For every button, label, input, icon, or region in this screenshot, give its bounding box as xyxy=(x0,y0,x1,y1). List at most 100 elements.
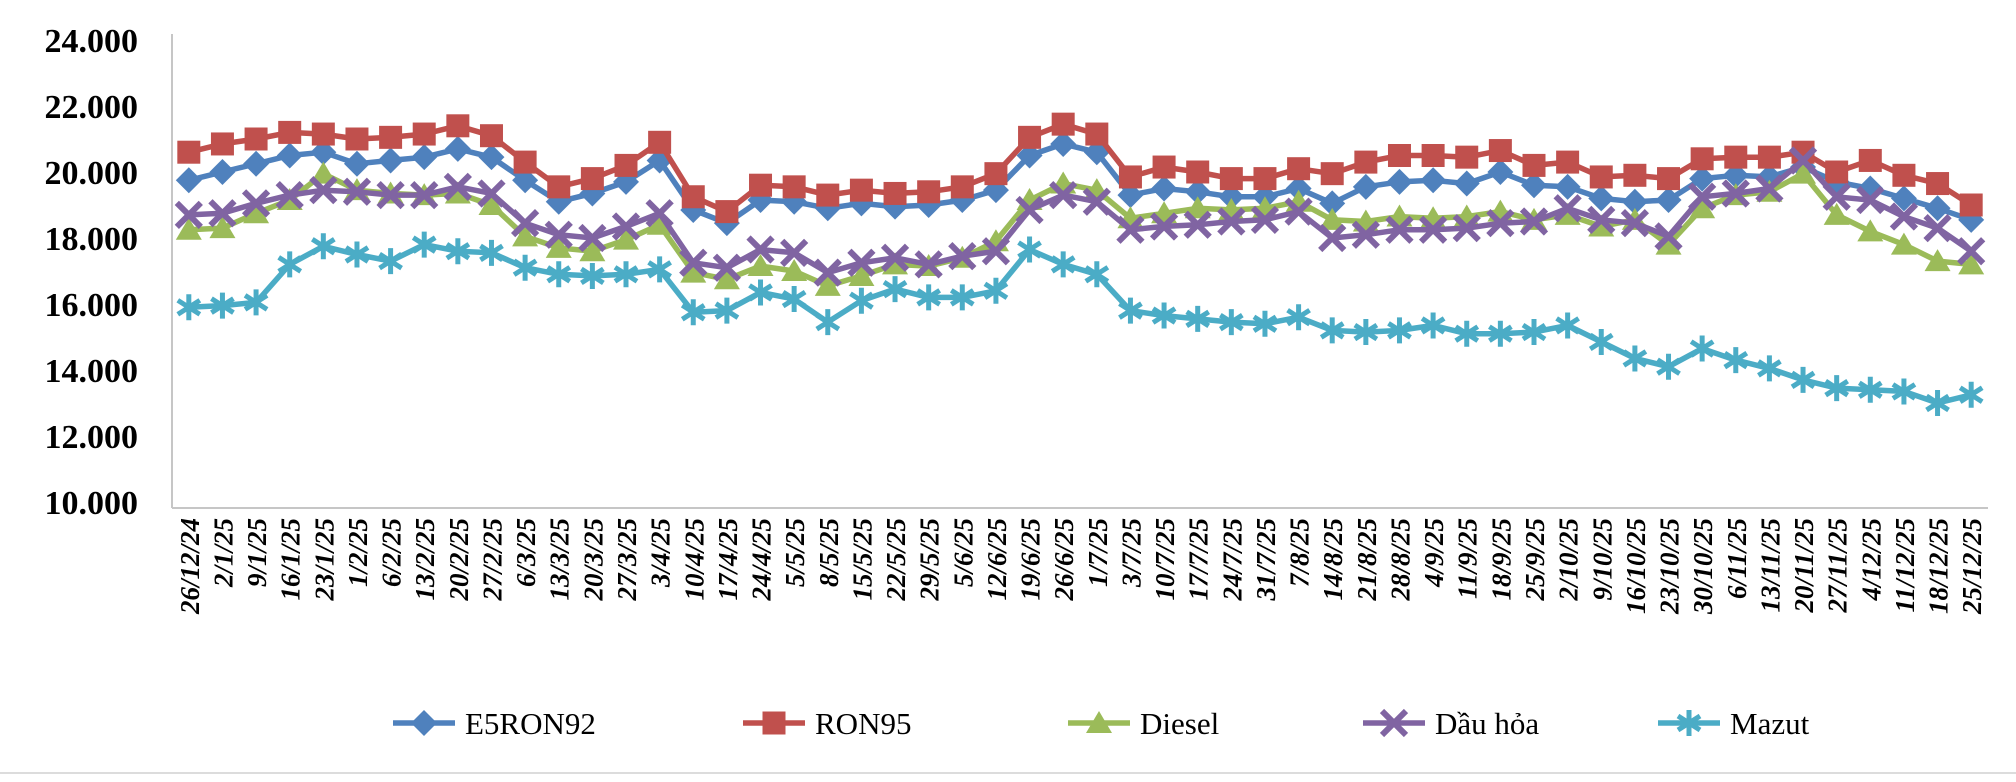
series-marker-ron95 xyxy=(1320,162,1344,186)
series-marker-diesel xyxy=(781,259,808,281)
series-marker-diesel xyxy=(243,201,270,224)
series-marker-ron95 xyxy=(1085,122,1109,146)
x-axis-tick-label: 4/12/25 xyxy=(1856,518,1886,602)
x-axis-tick-label: 4/9/25 xyxy=(1419,518,1449,588)
series-marker-diesel xyxy=(1184,196,1211,219)
legend-label-mazut: Mazut xyxy=(1730,706,1810,741)
x-axis-tick-label: 13/11/25 xyxy=(1755,518,1785,613)
series-marker-e5ron92 xyxy=(1521,172,1547,199)
series-marker-d-u-h-a xyxy=(1654,222,1683,251)
series-marker-e5ron92 xyxy=(512,167,539,194)
series-marker-diesel xyxy=(1689,196,1716,219)
series-marker-e5ron92 xyxy=(1319,190,1346,217)
series-marker-d-u-h-a xyxy=(1385,215,1414,244)
series-marker-mazut xyxy=(949,284,975,311)
series-marker-d-u-h-a xyxy=(410,180,439,210)
series-marker-ron95 xyxy=(715,200,739,224)
x-axis-tick-label: 2/10/25 xyxy=(1554,518,1584,602)
series-marker-mazut xyxy=(1723,347,1749,374)
series-marker-ron95 xyxy=(1959,193,1983,217)
x-axis-tick-label: 14/8/25 xyxy=(1318,518,1348,601)
x-axis-tick-label: 3/4/25 xyxy=(646,518,676,588)
series-marker-e5ron92 xyxy=(343,150,370,177)
series-marker-d-u-h-a xyxy=(1318,223,1347,253)
series-marker-d-u-h-a xyxy=(477,179,506,208)
series-marker-e5ron92 xyxy=(444,135,471,162)
series-marker-ron95 xyxy=(1556,150,1580,174)
legend-label-d-u-h-a: Dầu hỏa xyxy=(1435,706,1539,741)
series-marker-e5ron92 xyxy=(411,144,438,171)
series-marker-mazut xyxy=(1017,236,1042,263)
series-marker-ron95 xyxy=(1018,125,1042,149)
square-marker-icon xyxy=(762,711,786,735)
series-marker-diesel xyxy=(848,263,875,286)
bottom-divider xyxy=(0,772,2016,774)
x-axis-tick-label: 16/1/25 xyxy=(276,518,306,601)
series-marker-d-u-h-a xyxy=(1856,185,1885,215)
x-axis-tick-label: 18/9/25 xyxy=(1486,518,1516,601)
series-marker-ron95 xyxy=(1724,145,1748,169)
series-marker-d-u-h-a xyxy=(510,209,540,238)
series-marker-ron95 xyxy=(446,114,470,138)
x-axis-tick-label: 20/3/25 xyxy=(578,518,608,602)
series-marker-diesel xyxy=(478,193,505,215)
series-marker-diesel xyxy=(579,239,606,262)
x-axis-tick-label: 9/1/25 xyxy=(242,518,272,587)
series-marker-ron95 xyxy=(547,175,571,199)
series-marker-e5ron92 xyxy=(478,144,505,171)
series-marker-mazut xyxy=(1521,319,1547,346)
series-marker-diesel xyxy=(613,227,639,250)
x-axis-tick-label: 6/2/25 xyxy=(377,518,407,587)
series-marker-ron95 xyxy=(177,140,201,164)
legend-label-diesel: Diesel xyxy=(1140,706,1219,741)
series-marker-mazut xyxy=(1857,376,1883,403)
x-axis-tick-label: 7/8/25 xyxy=(1285,518,1315,587)
series-marker-ron95 xyxy=(1253,167,1277,191)
series-marker-d-u-h-a xyxy=(1082,187,1111,216)
x-axis-tick-label: 30/10/25 xyxy=(1688,518,1718,615)
series-marker-ron95 xyxy=(1387,144,1411,167)
series-marker-mazut xyxy=(1891,378,1917,405)
series-marker-d-u-h-a xyxy=(1923,213,1952,243)
x-axis-tick-label: 29/5/25 xyxy=(915,518,945,602)
series-marker-ron95 xyxy=(311,122,335,146)
series-marker-ron95 xyxy=(1152,155,1176,179)
series-marker-d-u-h-a xyxy=(1519,207,1549,236)
series-marker-diesel xyxy=(545,235,572,258)
series-marker-mazut xyxy=(1353,319,1379,346)
series-marker-mazut xyxy=(1925,390,1950,416)
series-marker-d-u-h-a xyxy=(1351,220,1380,249)
series-marker-d-u-h-a xyxy=(1587,205,1616,234)
series-marker-mazut xyxy=(344,241,370,268)
series-marker-d-u-h-a xyxy=(1049,180,1078,210)
series-marker-mazut xyxy=(1790,366,1816,393)
series-marker-ron95 xyxy=(1589,165,1613,189)
series-marker-mazut xyxy=(815,309,841,336)
x-axis-tick-label: 12/6/25 xyxy=(982,518,1012,601)
series-marker-diesel xyxy=(1790,161,1817,184)
x-axis-tick-label: 5/5/25 xyxy=(780,518,810,587)
series-marker-d-u-h-a xyxy=(1553,194,1582,223)
series-marker-mazut xyxy=(1319,317,1345,344)
x-axis-tick-label: 10/7/25 xyxy=(1150,518,1180,601)
y-axis-tick-label: 14.000 xyxy=(45,353,139,390)
series-marker-e5ron92 xyxy=(1453,170,1480,197)
series-marker-mazut xyxy=(378,248,403,275)
star-marker-icon xyxy=(1676,710,1702,736)
y-axis-tick-label: 18.000 xyxy=(45,221,139,258)
series-marker-ron95 xyxy=(479,124,503,148)
series-marker-d-u-h-a xyxy=(376,180,405,210)
x-axis-tick-label: 27/2/25 xyxy=(477,518,507,602)
x-axis-tick-label: 16/10/25 xyxy=(1621,518,1651,614)
series-marker-diesel xyxy=(713,267,740,290)
series-marker-mazut xyxy=(1118,297,1143,324)
series-marker-e5ron92 xyxy=(1588,185,1615,212)
series-marker-mazut xyxy=(1387,317,1412,344)
series-marker-mazut xyxy=(916,284,942,311)
series-marker-e5ron92 xyxy=(1621,188,1648,215)
series-marker-e5ron92 xyxy=(209,159,236,185)
series-marker-ron95 xyxy=(681,185,705,209)
x-axis-tick-label: 2/1/25 xyxy=(208,518,238,588)
x-axis-tick-label: 27/3/25 xyxy=(612,518,642,602)
series-marker-diesel xyxy=(1588,214,1615,237)
